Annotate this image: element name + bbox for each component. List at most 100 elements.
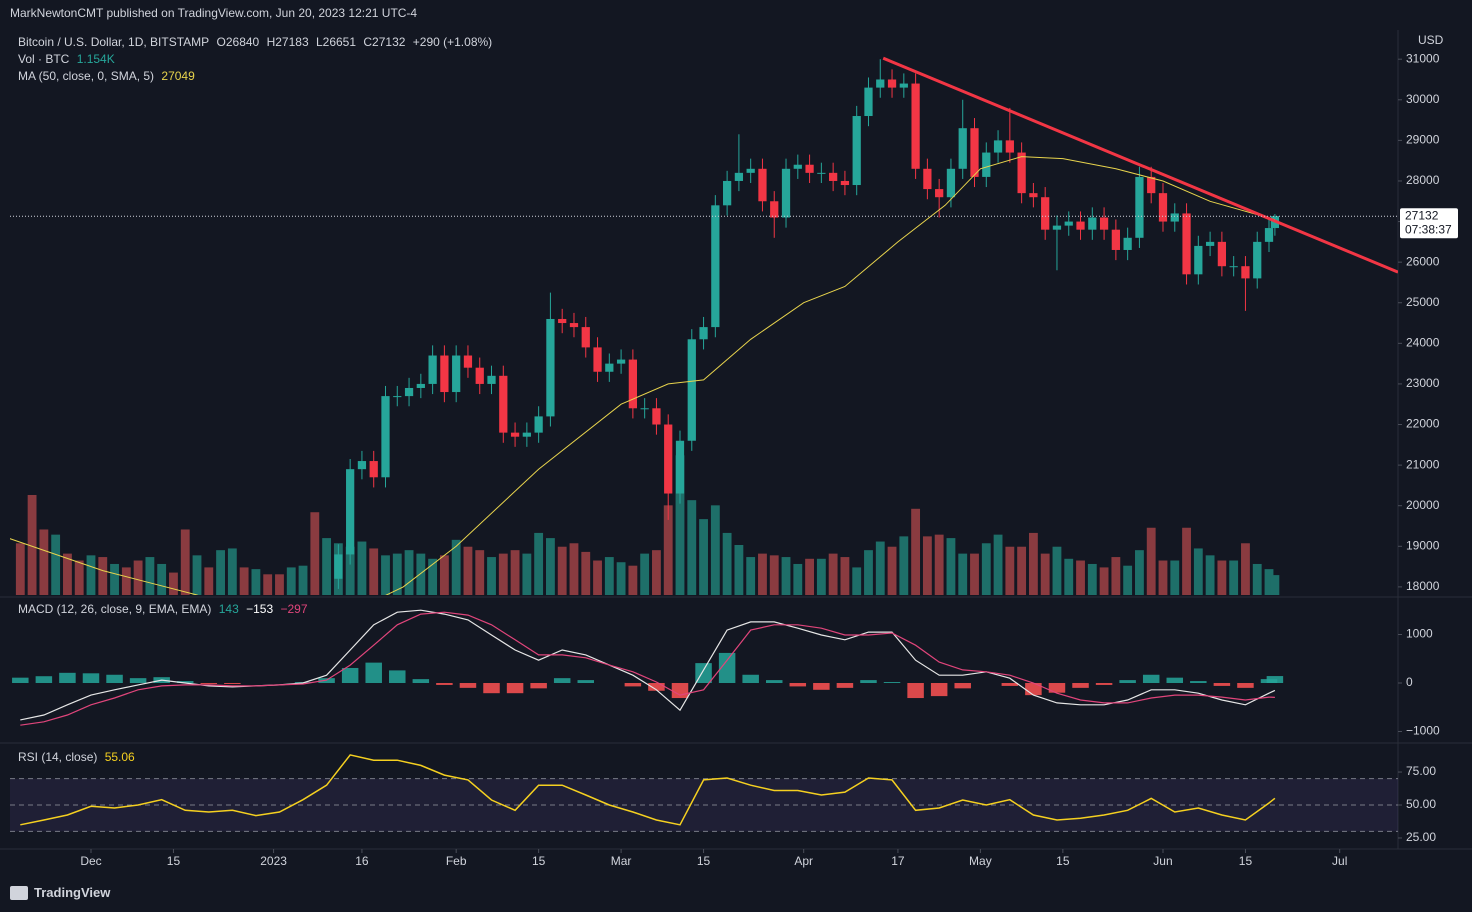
macd-histogram-bar xyxy=(129,678,147,684)
volume-bar xyxy=(734,544,744,595)
macd-histogram-bar xyxy=(106,674,123,684)
macd-histogram-bar xyxy=(59,672,76,684)
y-tick-label: 1000 xyxy=(1406,627,1433,641)
macd-title: MACD (12, 26, close, 9, EMA, EMA) xyxy=(18,602,212,616)
y-tick-label: 24000 xyxy=(1406,336,1440,350)
ma-title: MA (50, close, 0, SMA, 5) xyxy=(18,69,155,83)
macd-histogram-bar xyxy=(82,673,100,684)
macd-histogram-bar xyxy=(765,680,783,684)
macd-histogram-bar xyxy=(718,652,736,684)
rsi-pane xyxy=(10,754,1398,832)
volume-bar xyxy=(98,557,108,595)
macd-histogram-bar xyxy=(1266,676,1284,684)
macd-line xyxy=(20,609,1276,721)
volume-bar xyxy=(1135,550,1144,595)
volume-bar xyxy=(805,558,814,595)
volume-bar xyxy=(828,553,838,595)
y-tick-label: 29000 xyxy=(1406,133,1440,147)
volume-bar xyxy=(428,558,438,595)
candle-body xyxy=(558,318,567,324)
volume-bar xyxy=(157,563,167,595)
volume-bar xyxy=(510,550,520,595)
candle-body xyxy=(1005,140,1014,153)
candle-body xyxy=(911,83,920,169)
volume-bar xyxy=(911,508,921,595)
x-tick-label: 15 xyxy=(532,854,546,868)
y-tick-label: 19000 xyxy=(1406,538,1440,552)
macd-histogram-bar xyxy=(35,676,53,684)
volume-bar xyxy=(1170,560,1180,595)
candle-body xyxy=(1170,213,1179,222)
candle-body xyxy=(864,87,873,117)
volume-bar xyxy=(758,553,767,595)
volume-bar xyxy=(1028,532,1038,595)
y-tick-label: 26000 xyxy=(1406,254,1440,268)
macd-histogram-bar xyxy=(483,683,500,694)
macd-histogram-bar xyxy=(1166,677,1184,684)
volume-bar xyxy=(793,563,803,595)
volume-bar xyxy=(180,529,190,595)
macd-histogram-bar xyxy=(907,683,924,699)
candle-body xyxy=(1029,193,1038,198)
candle-body xyxy=(628,359,638,409)
macd-histogram-bar xyxy=(176,681,194,684)
volume-bar xyxy=(1193,548,1203,595)
ma-legend: MA (50, close, 0, SMA, 5) 27049 xyxy=(18,69,199,83)
volume-bar xyxy=(204,567,214,595)
candle-body xyxy=(581,327,590,348)
volume-bar xyxy=(1229,560,1239,595)
volume-bar xyxy=(958,553,968,595)
volume-bar xyxy=(1111,557,1121,595)
candle-body xyxy=(1111,229,1120,250)
macd-histogram-bar xyxy=(883,682,901,684)
volume-bar xyxy=(557,546,567,595)
x-tick-label: Dec xyxy=(80,854,101,868)
volume-bar xyxy=(1264,569,1274,595)
candle-body xyxy=(569,323,579,328)
volume-bar xyxy=(687,500,697,595)
macd-histogram-bar xyxy=(1119,680,1136,684)
candle-body xyxy=(1264,228,1274,242)
candle-body xyxy=(746,168,755,173)
volume-bar xyxy=(86,555,96,595)
volume-bar xyxy=(1076,560,1085,595)
candle-body xyxy=(616,359,626,364)
volume-bar xyxy=(1017,546,1027,595)
volume-bar xyxy=(699,519,708,595)
volume-bar xyxy=(51,534,61,595)
symbol: Bitcoin / U.S. Dollar, 1D, BITSTAMP xyxy=(18,35,210,49)
signal-value: −297 xyxy=(280,602,308,616)
volume-bar xyxy=(1252,563,1262,595)
macd-histogram-bar xyxy=(789,683,807,687)
candle-body xyxy=(1158,193,1168,222)
volume-bar xyxy=(1005,546,1015,595)
volume-bar xyxy=(545,538,555,595)
hist-value: 143 xyxy=(218,602,239,616)
volume-bar xyxy=(416,553,426,595)
x-tick-label: Feb xyxy=(446,854,467,868)
candle-body xyxy=(404,387,414,397)
macd-histogram-bar xyxy=(553,678,571,684)
volume-bar xyxy=(1099,567,1109,595)
candle-body xyxy=(440,355,449,393)
trendline xyxy=(882,56,1398,274)
candle-body xyxy=(1052,225,1062,230)
macd-histogram-bar xyxy=(624,683,642,687)
countdown-label: 07:38:37 xyxy=(1405,222,1452,236)
volume-bar xyxy=(934,534,944,595)
volume-bar xyxy=(345,546,355,595)
volume-bar xyxy=(1052,546,1062,595)
volume-bar xyxy=(640,553,650,595)
candle-body xyxy=(381,396,390,478)
volume-bar xyxy=(899,536,909,595)
candle-body xyxy=(876,79,885,88)
volume-bar xyxy=(1182,527,1191,595)
rsi-value: 55.06 xyxy=(104,750,135,764)
candle-body xyxy=(1194,245,1203,275)
volume-bar xyxy=(781,557,791,595)
h-label: H xyxy=(266,35,276,49)
candle-body xyxy=(1123,237,1132,250)
candle-body xyxy=(428,355,437,384)
